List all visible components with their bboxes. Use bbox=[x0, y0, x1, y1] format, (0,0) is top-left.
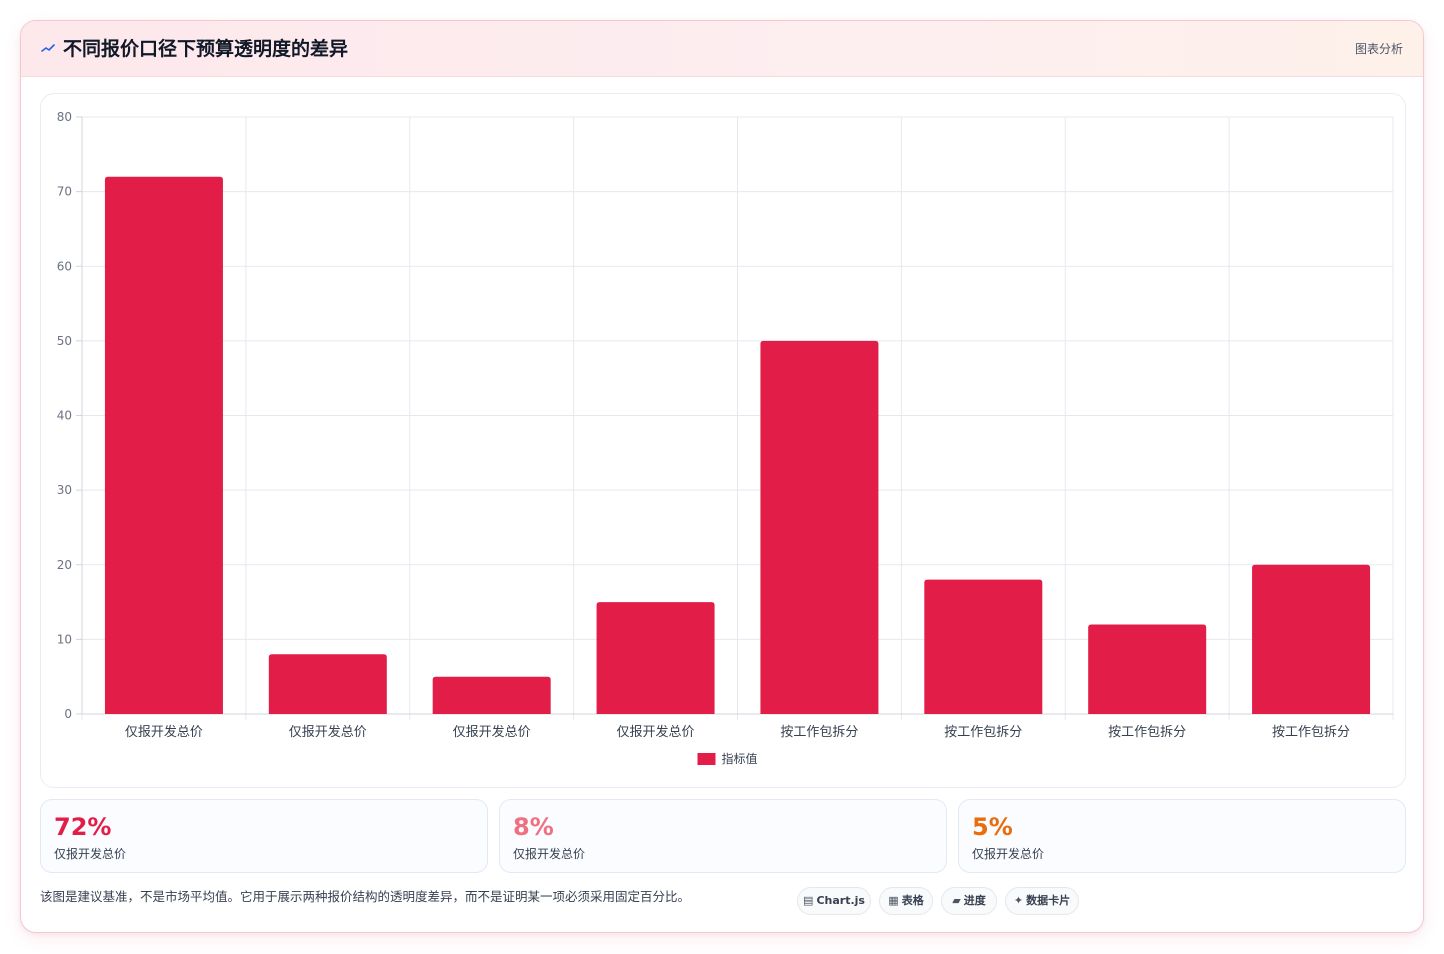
legend-swatch bbox=[697, 753, 716, 765]
chip-label: 表格 bbox=[901, 894, 924, 907]
bar bbox=[596, 602, 715, 714]
chart-title: 不同报价口径下预算透明度的差异 bbox=[63, 38, 349, 60]
x-tick-label: 仅报开发总价 bbox=[617, 724, 695, 740]
chip-label: Chart.js bbox=[816, 894, 865, 907]
y-tick-label: 40 bbox=[57, 409, 72, 423]
x-tick-label: 仅报开发总价 bbox=[125, 724, 203, 740]
stat-label: 仅报开发总价 bbox=[972, 847, 1045, 861]
y-tick-label: 60 bbox=[57, 259, 72, 273]
chart-card: 不同报价口径下预算透明度的差异 图表分析 0 10 20 30 40 50 60 70 80 仅报… bbox=[20, 20, 1424, 933]
x-tick-label: 仅报开发总价 bbox=[453, 724, 531, 740]
progress-icon: ▰ bbox=[952, 894, 961, 907]
x-tick-label: 按工作包拆分 bbox=[1272, 725, 1350, 740]
stat-value: 5% bbox=[972, 813, 1013, 841]
bar bbox=[924, 579, 1043, 714]
chip-label: 进度 bbox=[963, 894, 986, 907]
y-tick-label: 0 bbox=[64, 707, 72, 721]
x-tick-label: 按工作包拆分 bbox=[944, 725, 1022, 740]
x-tick-label: 按工作包拆分 bbox=[780, 725, 858, 740]
x-tick-label: 仅报开发总价 bbox=[289, 724, 367, 740]
stat-card: 8% 仅报开发总价 bbox=[499, 799, 947, 873]
bar bbox=[760, 340, 879, 714]
chip-progress[interactable]: ▰ 进度 bbox=[941, 887, 997, 915]
y-tick-label: 50 bbox=[57, 334, 72, 348]
y-tick-label: 10 bbox=[57, 632, 72, 646]
bar bbox=[104, 176, 223, 714]
legend-label: 指标值 bbox=[722, 751, 758, 766]
y-tick-label: 20 bbox=[57, 558, 72, 572]
stat-cards: 72% 仅报开发总价 8% 仅报开发总价 5% 仅报开发总价 bbox=[40, 799, 1406, 873]
bar bbox=[1252, 564, 1371, 714]
stat-card: 72% 仅报开发总价 bbox=[40, 799, 488, 873]
header-tag: 图表分析 bbox=[1354, 42, 1403, 56]
stat-value: 72% bbox=[54, 813, 112, 841]
bar bbox=[1088, 624, 1207, 714]
card-header: 不同报价口径下预算透明度的差异 图表分析 bbox=[21, 21, 1423, 77]
chip-table[interactable]: ▦ 表格 bbox=[879, 887, 933, 915]
stat-card: 5% 仅报开发总价 bbox=[958, 799, 1406, 873]
chart-panel: 0 10 20 30 40 50 60 70 80 仅报开发总价 仅报开发总价 仅报开发总价 仅报开发总… bbox=[40, 93, 1406, 788]
chip-chartjs[interactable]: ▤ Chart.js bbox=[797, 887, 871, 915]
y-tick-label: 30 bbox=[57, 483, 72, 497]
y-tick-label: 80 bbox=[57, 110, 72, 124]
table-icon: ▦ bbox=[888, 894, 899, 907]
x-tick-label: 按工作包拆分 bbox=[1108, 725, 1186, 740]
chip-label: 数据卡片 bbox=[1026, 894, 1071, 907]
bar bbox=[268, 654, 387, 714]
bar-chart: 0 10 20 30 40 50 60 70 80 仅报开发总价 仅报开发总价 仅报开发总价 仅报开发总… bbox=[57, 110, 1394, 766]
chart-icon: ▤ bbox=[803, 894, 814, 907]
chart-note: 该图是建议基准，不是市场平均值。它用于展示两种报价结构的透明度差异，而不是证明某… bbox=[40, 889, 691, 904]
trend-icon bbox=[41, 39, 55, 59]
y-tick-label: 70 bbox=[57, 185, 72, 199]
stat-label: 仅报开发总价 bbox=[513, 847, 586, 861]
stat-label: 仅报开发总价 bbox=[54, 847, 127, 861]
sparkle-icon: ✦ bbox=[1013, 894, 1024, 907]
chip-data-card[interactable]: ✦ 数据卡片 bbox=[1005, 887, 1079, 915]
bar bbox=[432, 676, 551, 714]
stat-value: 8% bbox=[513, 813, 554, 841]
